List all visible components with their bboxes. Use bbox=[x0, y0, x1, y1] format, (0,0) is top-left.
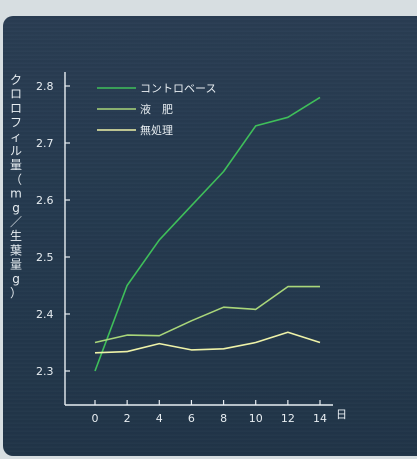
x-tick-label: 2 bbox=[124, 412, 131, 425]
series-line-1 bbox=[94, 285, 320, 344]
y-label-char: （ bbox=[10, 172, 22, 186]
y-tick-labels: 2.3 2.4 2.5 2.6 2.7 2.8 bbox=[36, 80, 54, 378]
legend-label: コントロベース bbox=[140, 82, 216, 95]
series-lines bbox=[94, 96, 321, 372]
y-label-char: g bbox=[12, 201, 20, 215]
y-label-char: 生 bbox=[10, 229, 22, 243]
y-tick-label: 2.6 bbox=[36, 194, 54, 207]
y-label-char: 量 bbox=[10, 158, 22, 172]
y-label-char: フ bbox=[10, 116, 22, 130]
x-axis-label: 日 bbox=[336, 408, 347, 421]
x-tick-label: 4 bbox=[156, 412, 163, 425]
legend-label: 無処理 bbox=[140, 123, 173, 137]
x-tick-label: 12 bbox=[281, 412, 295, 425]
series-line-0 bbox=[94, 96, 321, 372]
y-tick-label: 2.4 bbox=[36, 308, 54, 321]
x-tick-label: 10 bbox=[249, 412, 263, 425]
y-label-char: ル bbox=[10, 144, 22, 158]
y-tick-label: 2.5 bbox=[36, 251, 54, 264]
x-tick-label: 0 bbox=[92, 412, 99, 425]
y-label-char: ロ bbox=[10, 87, 22, 101]
x-tick-labels: 0 2 4 6 8 10 12 14 bbox=[92, 412, 328, 425]
y-label-char: 量 bbox=[10, 258, 22, 272]
y-label-char: ィ bbox=[10, 130, 22, 144]
axes bbox=[64, 72, 333, 406]
x-tick-label: 14 bbox=[313, 412, 327, 425]
y-tick-label: 2.3 bbox=[36, 365, 54, 378]
y-tick-label: 2.8 bbox=[36, 80, 54, 93]
x-tick-label: 6 bbox=[188, 412, 195, 425]
y-label-char: ） bbox=[10, 286, 22, 300]
series-line-2 bbox=[94, 331, 321, 354]
y-label-char: g bbox=[12, 272, 20, 286]
y-label-char: 葉 bbox=[10, 243, 22, 257]
x-tick-label: 8 bbox=[220, 412, 227, 425]
y-label-char: ／ bbox=[10, 215, 22, 229]
y-tick-label: 2.7 bbox=[36, 137, 54, 150]
y-label-char: ロ bbox=[10, 101, 22, 115]
y-label-char: m bbox=[10, 187, 22, 201]
legend-label: 液 肥 bbox=[140, 102, 173, 116]
y-label-char: ク bbox=[10, 73, 22, 87]
